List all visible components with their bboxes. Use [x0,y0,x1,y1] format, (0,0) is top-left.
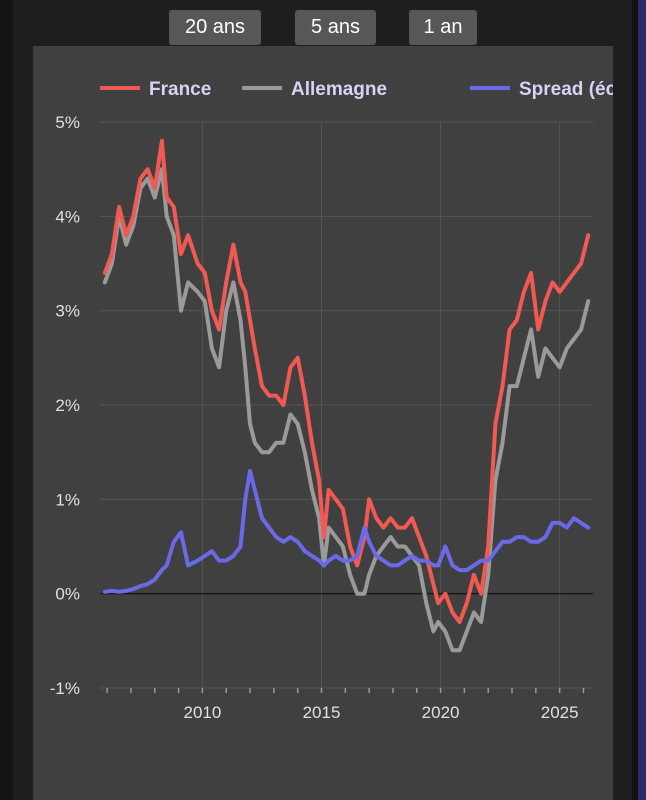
legend-label: Allemagne [291,79,387,100]
legend-item-2[interactable]: Spread (éca... [470,79,613,100]
y-tick-label: 3% [55,302,80,321]
y-tick-label: 4% [55,207,80,226]
tab-5-ans[interactable]: 5 ans [295,10,376,45]
series-line-2[interactable] [102,469,591,594]
y-tick-label: 5% [55,113,80,132]
series-line-1[interactable] [102,167,591,653]
x-tick-label: 2020 [422,703,460,722]
period-tabs: 20 ans 5 ans 1 an [0,10,646,46]
right-edge [638,0,646,800]
tab-20-ans[interactable]: 20 ans [169,10,261,45]
right-edge-shadow [632,0,638,800]
legend-item-1[interactable]: Allemagne [242,79,387,100]
yield-chart[interactable]: -1% 0% 1% 2% 3% 4% 5% 2010 2015 2020 2025 France All… [33,46,613,800]
tab-1-an[interactable]: 1 an [409,10,477,45]
series-line-0[interactable] [102,138,591,624]
legend-label: France [149,79,211,100]
y-tick-label: 1% [55,490,80,509]
legend-label: Spread (éca... [519,79,613,100]
y-tick-label: -1% [50,679,80,698]
x-tick-label: 2015 [303,703,341,722]
x-tick-label: 2025 [541,703,579,722]
left-edge [0,0,13,800]
chart-panel: -1% 0% 1% 2% 3% 4% 5% 2010 2015 2020 2025 France All… [33,46,613,800]
y-tick-label: 2% [55,396,80,415]
x-tick-label: 2010 [183,703,221,722]
legend-item-0[interactable]: France [100,79,211,100]
y-tick-label: 0% [55,585,80,604]
